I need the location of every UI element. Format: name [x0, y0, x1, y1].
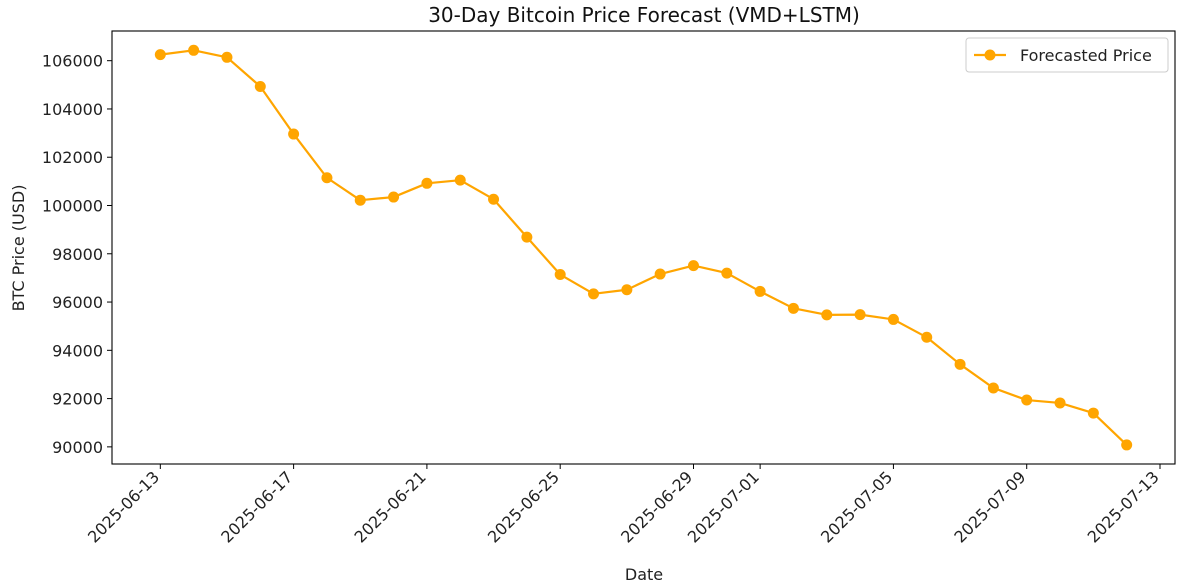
y-tick-label: 96000 — [52, 293, 103, 312]
data-point — [221, 51, 233, 63]
data-point — [288, 128, 300, 140]
x-tick-label: 2025-07-09 — [950, 467, 1029, 546]
data-point — [354, 194, 366, 206]
data-point — [1121, 439, 1133, 451]
x-tick-label: 2025-06-25 — [484, 467, 563, 546]
y-tick-label: 94000 — [52, 341, 103, 360]
data-point — [887, 313, 899, 325]
data-point — [1021, 394, 1033, 406]
y-tick-label: 90000 — [52, 438, 103, 457]
x-axis: 2025-06-13 2025-06-17 2025-06-21 2025-06-25… — [84, 464, 1163, 547]
x-tick-label: 2025-07-05 — [817, 467, 896, 546]
data-point — [188, 44, 200, 56]
data-point — [454, 174, 466, 186]
data-point — [154, 49, 166, 61]
data-point — [787, 302, 799, 314]
data-point — [954, 358, 966, 370]
data-point — [821, 309, 833, 321]
y-tick-label: 92000 — [52, 390, 103, 409]
data-point — [488, 193, 500, 205]
data-point — [1087, 407, 1099, 419]
data-point — [554, 269, 566, 281]
x-tick-label: 2025-06-17 — [217, 467, 296, 546]
y-axis: 90000 92000 94000 96000 98000 100000 102000 104… — [42, 52, 112, 457]
y-tick-label: 104000 — [42, 100, 103, 119]
data-point — [388, 191, 400, 203]
plot-frame — [111, 30, 1176, 465]
data-point — [754, 285, 766, 297]
data-point — [1054, 397, 1066, 409]
legend: Forecasted Price — [965, 37, 1169, 73]
x-tick-label: 2025-06-21 — [351, 467, 430, 546]
data-point — [254, 81, 266, 93]
y-tick-label: 106000 — [42, 52, 103, 71]
x-tick-label: 2025-07-13 — [1084, 467, 1163, 546]
data-point — [588, 288, 600, 300]
data-point — [321, 172, 333, 184]
data-point — [687, 260, 699, 272]
data-point — [854, 309, 866, 321]
series-points — [154, 44, 1133, 451]
x-tick-label: 2025-07-01 — [684, 467, 763, 546]
y-axis-label: BTC Price (USD) — [9, 185, 28, 312]
x-tick-label: 2025-06-13 — [84, 467, 163, 546]
data-point — [721, 267, 733, 279]
legend-box — [965, 37, 1169, 73]
chart-title: 30-Day Bitcoin Price Forecast (VMD+LSTM) — [428, 3, 860, 27]
data-point — [521, 231, 533, 243]
y-tick-label: 100000 — [42, 197, 103, 216]
y-tick-label: 98000 — [52, 245, 103, 264]
legend-label: Forecasted Price — [1020, 46, 1152, 65]
data-point — [621, 284, 633, 296]
data-point — [421, 177, 433, 189]
x-axis-label: Date — [625, 565, 663, 584]
y-tick-label: 102000 — [42, 148, 103, 167]
data-point — [987, 382, 999, 394]
data-point — [654, 268, 666, 280]
data-point — [921, 331, 933, 343]
legend-marker — [984, 49, 996, 61]
series-line-forecasted-price — [160, 49, 1128, 446]
